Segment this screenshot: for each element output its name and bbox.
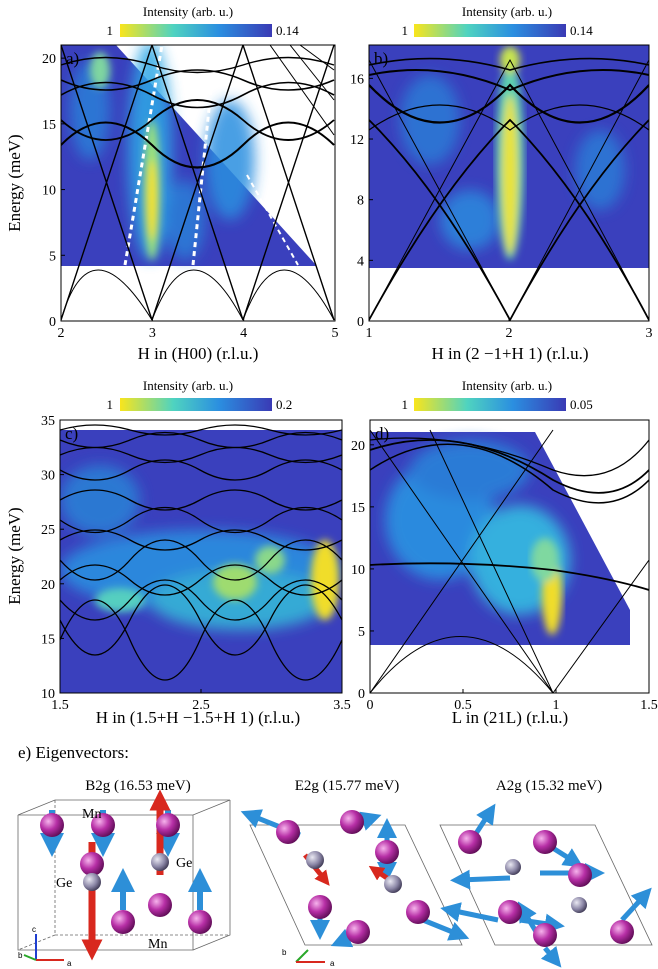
atoms — [276, 810, 430, 944]
x-tick-label: 2 — [58, 326, 65, 341]
x-tick-label: 4 — [240, 326, 247, 341]
y-tick-label: 10 — [351, 563, 365, 578]
x-tick-label: 0 — [367, 698, 374, 713]
panel-b: Intensity (arb. u.) 1 0.14 — [350, 4, 653, 363]
x-tick-label: 2 — [506, 326, 513, 341]
ge-atom — [151, 853, 169, 871]
eigenvector-a2g: A2g (15.32 meV) — [440, 778, 652, 960]
panel-label: b) — [374, 49, 388, 68]
x-axis-label: H in (1.5+H −1.5+H 1) (r.l.u.) — [96, 708, 300, 727]
svg-text:b: b — [282, 948, 287, 957]
x-axis-label: H in (2 −1+H 1) (r.l.u.) — [431, 344, 588, 363]
mn-atom — [40, 813, 64, 837]
x-tick-label: 1 — [366, 326, 373, 341]
y-tick-label: 25 — [41, 523, 55, 538]
atom-label: Mn — [148, 937, 167, 952]
y-tick-label: 0 — [49, 315, 56, 330]
x-axis-label: L in (21L) (r.l.u.) — [452, 708, 568, 727]
y-tick-label: 15 — [42, 118, 56, 133]
colorbar — [120, 398, 272, 411]
mode-title: E2g (15.77 meV) — [295, 778, 400, 794]
x-tick-label: 1.5 — [640, 698, 658, 713]
atoms — [40, 813, 212, 934]
panel-c: Intensity (arb. u.) 1 0.2 — [5, 378, 351, 727]
mn-atom — [188, 910, 212, 934]
y-tick-label: 20 — [351, 439, 365, 454]
y-tick-label: 16 — [350, 72, 364, 87]
x-tick-label: 3.5 — [333, 698, 351, 713]
y-tick-label: 0 — [357, 315, 364, 330]
svg-text:a: a — [67, 959, 72, 968]
colorbar-max: 0.14 — [276, 23, 299, 38]
panel-a: Intensity (arb. u.) 1 0.14 — [5, 4, 339, 363]
y-axis-label: Energy (meV) — [5, 134, 24, 231]
colorbar-min: 1 — [107, 23, 114, 38]
colorbar-min: 1 — [402, 397, 409, 412]
atoms — [458, 830, 634, 947]
eigenvector-e2g: E2g (15.77 meV) b — [250, 778, 462, 968]
mn-atom — [111, 910, 135, 934]
y-tick-label: 5 — [49, 249, 56, 264]
x-tick-label: 3 — [646, 326, 653, 341]
x-axis-label: H in (H00) (r.l.u.) — [138, 344, 259, 363]
y-tick-label: 20 — [41, 578, 55, 593]
axes-triad: b a — [282, 948, 335, 968]
atom-label: Mn — [82, 807, 101, 822]
y-axis-label: Energy (meV) — [5, 507, 24, 604]
colorbar-title: Intensity (arb. u.) — [143, 4, 233, 19]
y-tick-label: 35 — [41, 414, 55, 429]
panel-label: a) — [66, 49, 79, 68]
ge-atom — [83, 873, 101, 891]
svg-text:b: b — [18, 951, 23, 960]
eigenvector-b2g: B2g (16.53 meV) — [18, 778, 230, 968]
mn-atom — [156, 813, 180, 837]
y-tick-label: 10 — [42, 184, 56, 199]
mn-atom — [80, 852, 104, 876]
x-tick-label: 5 — [332, 326, 339, 341]
y-tick-label: 10 — [41, 687, 55, 702]
colorbar-title: Intensity (arb. u.) — [143, 378, 233, 393]
atom-label: Ge — [56, 876, 72, 891]
colorbar-max: 0.05 — [570, 397, 593, 412]
y-tick-label: 12 — [350, 133, 364, 148]
svg-text:c: c — [32, 925, 36, 934]
y-tick-label: 20 — [42, 52, 56, 67]
y-tick-label: 30 — [41, 469, 55, 484]
svg-text:a: a — [330, 959, 335, 968]
colorbar — [414, 398, 566, 411]
colorbar-min: 1 — [107, 397, 114, 412]
colorbar-title: Intensity (arb. u.) — [462, 378, 552, 393]
colorbar — [414, 24, 566, 37]
x-tick-label: 3 — [149, 326, 156, 341]
atom-label: Ge — [176, 856, 192, 871]
colorbar — [120, 24, 272, 37]
y-tick-label: 0 — [358, 687, 365, 702]
colorbar-title: Intensity (arb. u.) — [462, 4, 552, 19]
panel-d: Intensity (arb. u.) 1 0.05 — [351, 378, 658, 727]
panel-label: d) — [375, 424, 389, 443]
y-tick-label: 4 — [357, 254, 364, 269]
colorbar-max: 0.14 — [570, 23, 593, 38]
y-tick-label: 15 — [351, 501, 365, 516]
mode-title: B2g (16.53 meV) — [85, 778, 190, 794]
colorbar-min: 1 — [402, 23, 409, 38]
y-tick-label: 5 — [358, 625, 365, 640]
y-tick-label: 8 — [357, 194, 364, 209]
panel-label: c) — [65, 424, 78, 443]
mn-atom — [148, 893, 172, 917]
colorbar-max: 0.2 — [276, 397, 292, 412]
eigenvectors-title: e) Eigenvectors: — [18, 743, 129, 762]
y-tick-label: 15 — [41, 632, 55, 647]
mode-title: A2g (15.32 meV) — [496, 778, 602, 794]
